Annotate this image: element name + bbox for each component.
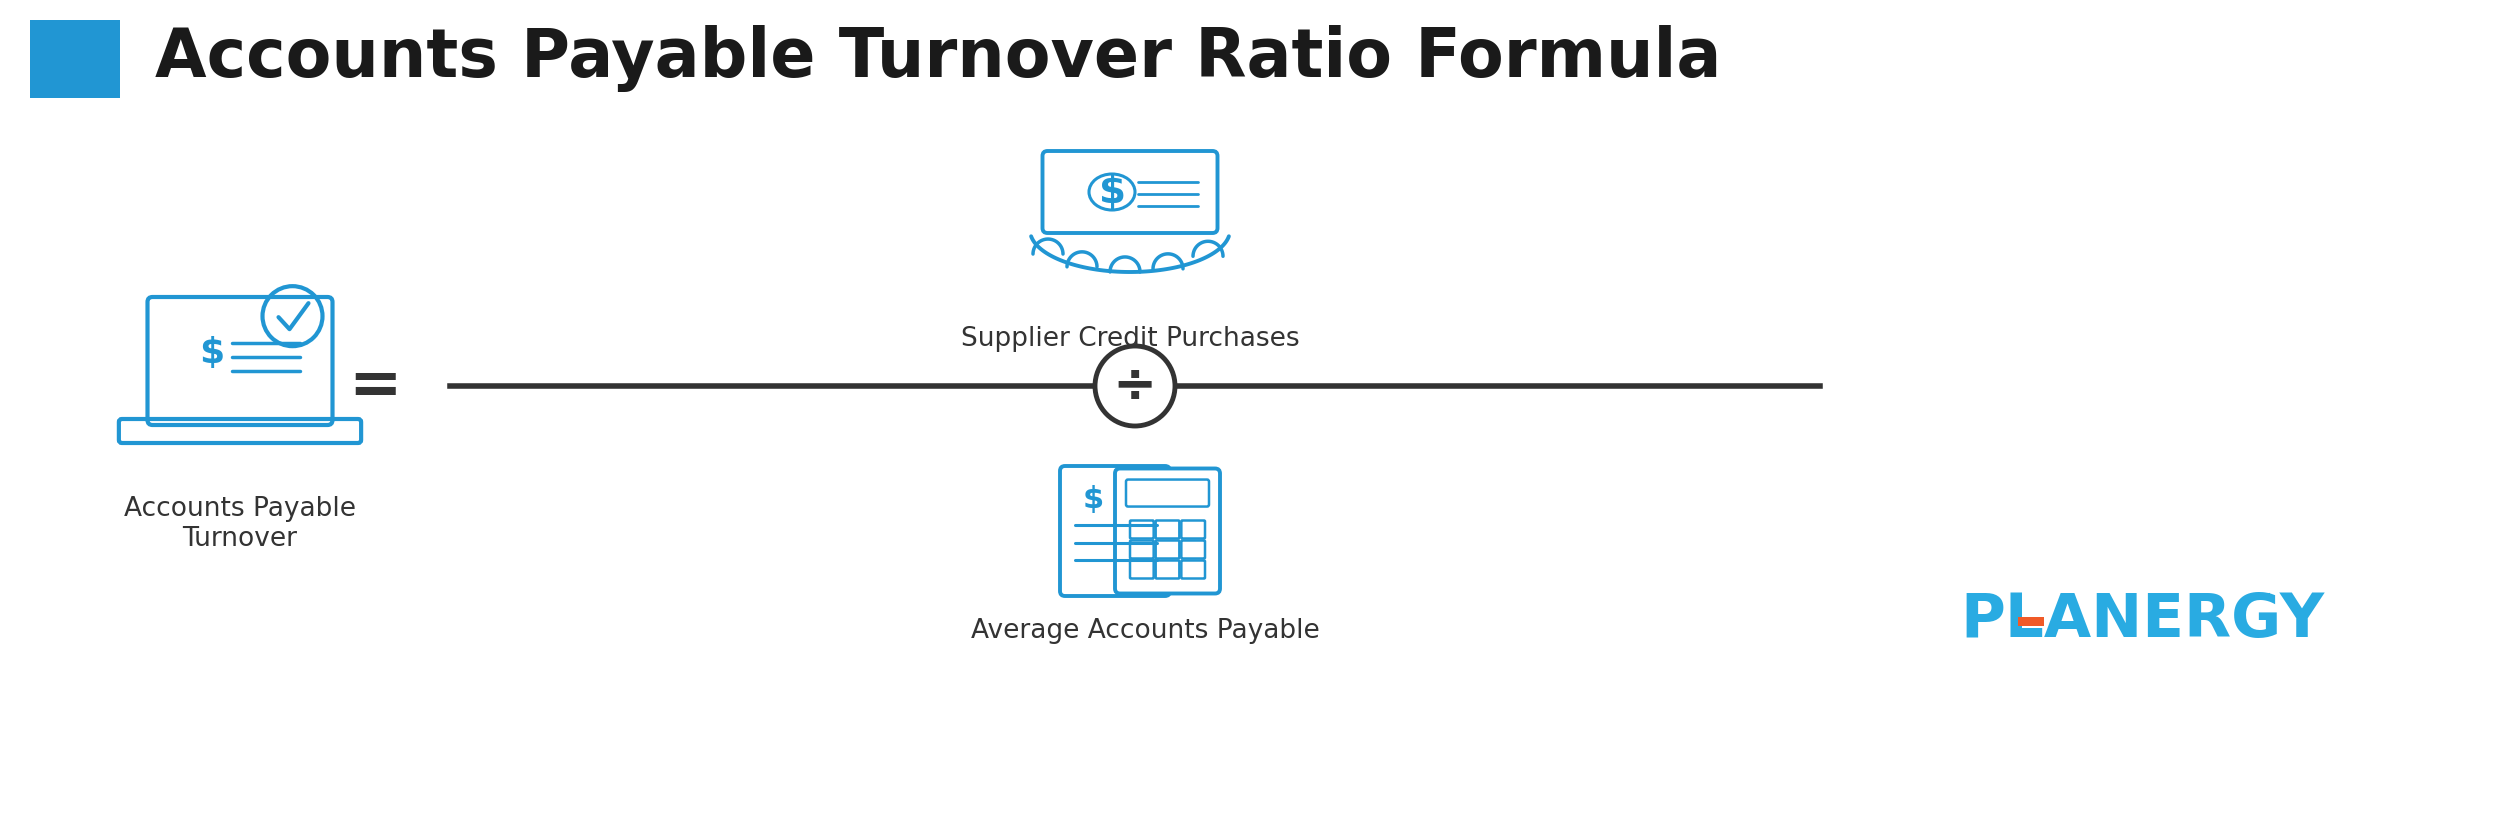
Text: $: $ — [200, 336, 225, 370]
FancyBboxPatch shape — [30, 20, 120, 98]
FancyBboxPatch shape — [1115, 468, 1220, 593]
Text: $: $ — [1098, 173, 1125, 211]
Text: $: $ — [1083, 486, 1103, 514]
Text: ÷: ÷ — [1113, 360, 1158, 412]
Text: =: = — [348, 355, 403, 417]
FancyBboxPatch shape — [1060, 466, 1170, 596]
Text: Accounts Payable
Turnover: Accounts Payable Turnover — [125, 496, 355, 552]
FancyBboxPatch shape — [2018, 617, 2043, 626]
Text: ™: ™ — [2256, 592, 2273, 610]
Text: Average Accounts Payable: Average Accounts Payable — [970, 618, 1321, 644]
Circle shape — [1095, 346, 1175, 426]
Text: Supplier Credit Purchases: Supplier Credit Purchases — [960, 326, 1301, 352]
Text: Accounts Payable Turnover Ratio Formula: Accounts Payable Turnover Ratio Formula — [155, 25, 1721, 92]
Text: PLANERGY: PLANERGY — [1961, 592, 2323, 650]
